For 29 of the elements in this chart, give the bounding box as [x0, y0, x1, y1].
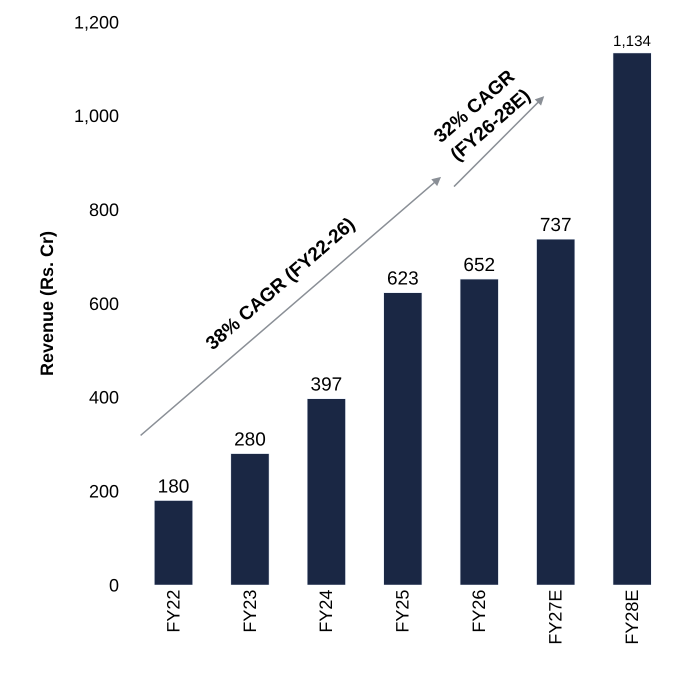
bar	[536, 238, 576, 585]
bar	[383, 292, 422, 585]
data-label: 652	[463, 255, 496, 276]
x-tick-label: FY24	[316, 590, 336, 633]
bar	[230, 453, 270, 585]
bar	[154, 500, 193, 585]
x-tick-label: FY26	[469, 590, 490, 633]
y-tick-label: 1,000	[74, 106, 119, 126]
y-tick-label: 1,200	[74, 12, 119, 32]
x-tick-label: FY23	[240, 590, 260, 633]
x-tick-label: FY28E	[622, 590, 642, 645]
data-label: 180	[158, 476, 190, 498]
x-tick-label: FY25	[392, 590, 413, 633]
y-tick-label: 0	[108, 575, 119, 596]
data-label: 397	[310, 374, 342, 396]
data-label: 737	[540, 215, 572, 236]
data-label: 280	[234, 430, 266, 451]
data-label: 623	[386, 268, 419, 290]
x-tick-label: FY27E	[546, 590, 566, 645]
y-tick-label: 200	[88, 481, 119, 502]
bar	[460, 278, 499, 585]
bar	[307, 398, 346, 585]
y-tick-label: 600	[88, 294, 119, 314]
bar	[612, 52, 652, 585]
y-tick-label: 400	[88, 388, 119, 408]
data-label: 1,134	[613, 32, 651, 50]
y-tick-label: 800	[88, 200, 119, 220]
y-axis-title: Revenue (Rs. Cr)	[37, 230, 58, 376]
x-tick-label: FY22	[163, 590, 184, 633]
